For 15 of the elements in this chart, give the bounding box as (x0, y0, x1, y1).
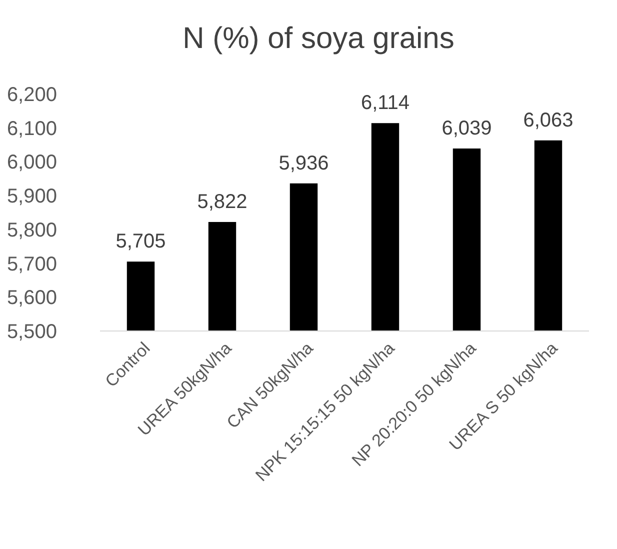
y-tick-label: 5,800 (6, 219, 57, 242)
y-tick-label: 6,000 (6, 152, 57, 174)
y-tick-label: 5,900 (6, 186, 57, 208)
data-label: 6,039 (442, 118, 492, 140)
y-tick-label: 6,100 (6, 118, 57, 140)
data-label: 6,063 (523, 109, 574, 132)
y-tick-label: 6,200 (6, 84, 57, 106)
y-tick-label: 5,700 (6, 253, 57, 276)
chart-title: N (%) of soya grains (182, 22, 454, 55)
data-label: 6,114 (360, 92, 410, 114)
data-label: 5,705 (116, 230, 166, 253)
data-label: 5,822 (197, 190, 248, 213)
y-tick-label: 5,500 (6, 321, 57, 343)
y-tick-label: 5,600 (6, 287, 57, 310)
data-label: 5,936 (278, 152, 329, 174)
